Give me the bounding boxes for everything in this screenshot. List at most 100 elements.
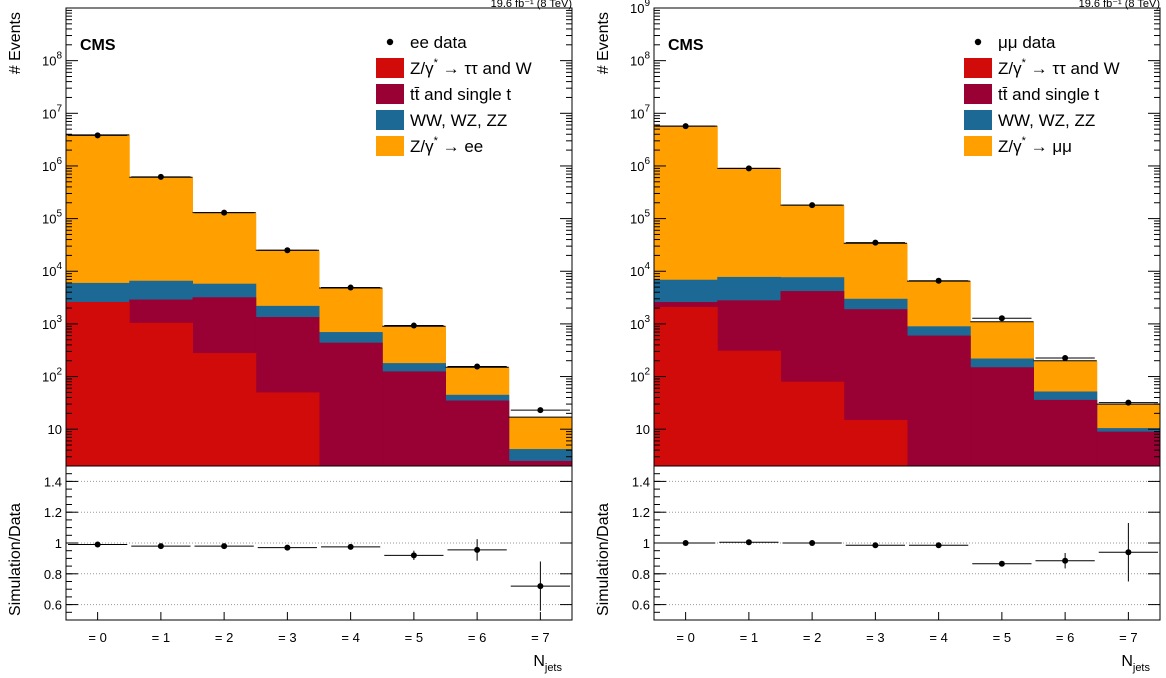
bar-top-7 [1096,431,1161,466]
bar-top-4 [319,342,383,466]
y-tick-exp: 3 [644,314,650,325]
y-tick-label: 105 [42,209,62,227]
data-point-4 [347,284,354,291]
ratio-y-axis-title: Simulation/Data [595,503,612,616]
ratio-point-6 [474,546,481,553]
x-tick-label: = 5 [405,630,423,645]
x-tick-label: = 5 [993,630,1011,645]
ratio-y-tick-label: 1.4 [44,474,62,489]
data-point-1 [745,165,752,172]
ratio-point-4 [347,543,354,550]
y-tick-exp: 6 [56,156,62,167]
legend-label-data: μμ data [998,33,1056,52]
y-tick-base: 10 [630,159,644,174]
y-tick-base: 10 [630,264,644,279]
y-tick-label: 10 [636,422,650,437]
legend-label-main: tt̄ and single t [410,85,511,104]
legend-label-post: → ee [438,137,483,156]
y-tick-label: 108 [630,51,650,69]
legend-marker-ztautau [376,58,404,78]
legend-label-diboson: WW, WZ, ZZ [410,111,507,130]
bar-top-7 [508,460,573,466]
y-tick-label: 104 [630,261,650,279]
x-tick-label: = 3 [278,630,296,645]
y-tick-exp: 9 [644,0,650,9]
y-tick-base: 10 [42,106,56,121]
data-point-0 [94,132,101,139]
legend-label-sup: * [434,135,439,147]
ratio-panel: 0.6 0.8 1 1.2 1.4 Simulation/Data = 0 = 1 = 2 = 3… [7,465,573,674]
legend-label-diboson: WW, WZ, ZZ [998,111,1095,130]
y-tick-label: 103 [42,314,62,332]
ratio-y-tick-label: 1.4 [632,474,650,489]
x-tick-label: = 6 [1056,630,1074,645]
ratio-point-1 [157,543,164,550]
ratio-panel: 0.6 0.8 1 1.2 1.4 Simulation/Data = 0 = 1 = 2 = 3… [595,465,1161,674]
data-point-2 [809,202,816,209]
y-tick-label: 104 [42,261,62,279]
data-point-0 [682,123,689,130]
bar-ztautau-2 [192,353,257,466]
legend-label-sup: * [1022,57,1027,69]
y-tick-label: 105 [630,209,650,227]
x-tick-label: = 7 [531,630,549,645]
ratio-y-tick-label: 1 [643,536,650,551]
legend-label-main: tt̄ and single t [998,85,1099,104]
y-tick-base: 10 [630,106,644,121]
y-tick-label: 108 [42,51,62,69]
data-point-5 [998,315,1005,322]
legend-label-top: tt̄ and single t [410,85,511,104]
y-tick-base: 10 [630,317,644,332]
data-point-1 [157,173,164,180]
legend-label-sup: * [1022,135,1027,147]
data-point-7 [1125,399,1132,406]
ratio-y-tick-label: 1 [55,536,62,551]
ratio-point-5 [410,552,417,559]
x-tick-label: = 1 [152,630,170,645]
ratio-y-tick-label: 0.8 [44,567,62,582]
ratio-point-0 [94,541,101,548]
x-axis-title-main: N [533,653,545,670]
ratio-y-tick-label: 0.6 [44,598,62,613]
y-tick-label: 106 [42,156,62,174]
legend-label-ztautau: Z/γ* → ττ and W [410,57,532,78]
x-tick-label: = 2 [215,630,233,645]
bar-top-6 [445,400,510,466]
x-tick-label: = 4 [341,630,359,645]
x-tick-label: = 4 [929,630,947,645]
x-tick-label: = 2 [803,630,821,645]
legend-label-main: Z/γ [998,59,1022,78]
data-point-2 [221,209,228,216]
ratio-point-0 [682,540,689,546]
legend-marker-top [376,84,404,104]
x-tick-label: = 3 [866,630,884,645]
data-point-6 [474,363,481,370]
ratio-point-2 [221,543,228,550]
legend-label-main: Z/γ [410,59,434,78]
y-tick-exp: 7 [644,103,650,114]
x-axis-title: Njets [1121,653,1150,674]
legend-label-main: WW, WZ, ZZ [410,111,507,130]
y-tick-exp: 3 [56,314,62,325]
data-point-3 [872,239,879,246]
lumi-label: 19.6 fb⁻¹ (8 TeV) [491,0,572,10]
y-tick-base: 10 [42,212,56,227]
legend-marker-ztautau [964,58,992,78]
data-point-5 [410,322,417,329]
y-tick-exp: 5 [56,209,62,220]
y-tick-base: 10 [42,264,56,279]
x-axis-title: Njets [533,653,562,674]
y-axis-title: # Events [7,12,24,74]
x-axis-title-main: N [1121,653,1133,670]
ratio-frame [65,465,573,621]
legend-marker-data [974,38,982,46]
y-tick-exp: 2 [644,367,650,378]
x-tick-label: = 7 [1119,630,1137,645]
ratio-point-7 [537,583,544,590]
y-tick-base: 10 [630,1,644,16]
legend-label-post: → μμ [1026,137,1072,156]
bar-top-5 [970,367,1034,466]
y-axis-title: # Events [595,12,612,74]
ratio-y-tick-label: 0.8 [632,567,650,582]
